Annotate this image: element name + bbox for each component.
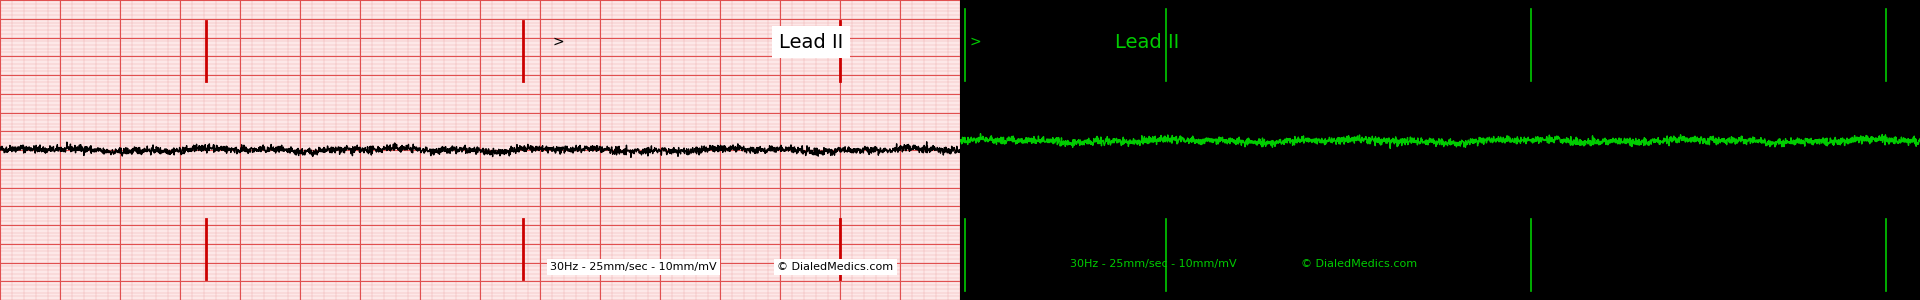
Text: >: > <box>970 35 981 49</box>
Text: Lead II: Lead II <box>780 32 843 52</box>
Text: 30Hz - 25mm/sec - 10mm/mV: 30Hz - 25mm/sec - 10mm/mV <box>551 262 716 272</box>
Text: Lead II: Lead II <box>1116 32 1179 52</box>
Text: >: > <box>553 35 564 49</box>
Text: © DialedMedics.com: © DialedMedics.com <box>778 262 893 272</box>
Text: © DialedMedics.com: © DialedMedics.com <box>1302 259 1417 269</box>
Text: 30Hz - 25mm/sec - 10mm/mV: 30Hz - 25mm/sec - 10mm/mV <box>1071 259 1236 269</box>
